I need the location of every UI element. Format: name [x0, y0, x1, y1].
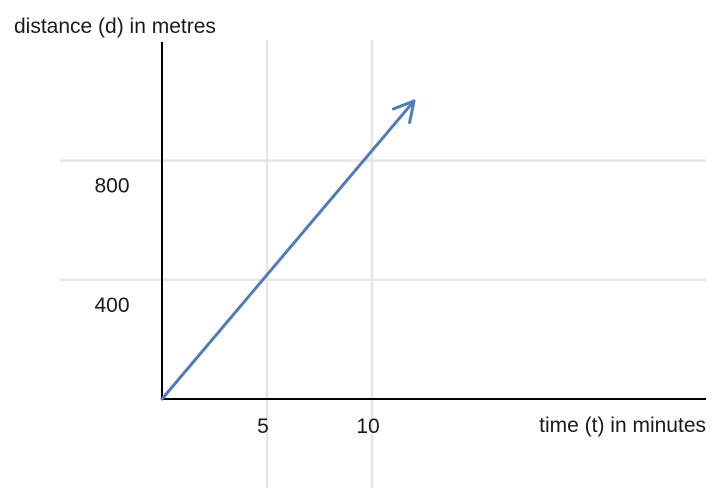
- series-line-0: [160, 99, 416, 401]
- y-tick-label-800: 800: [94, 175, 129, 198]
- tick-labels: 5 10 400 800: [94, 175, 379, 438]
- y-axis-label: distance (d) in metres: [14, 15, 216, 38]
- x-tick-label-5: 5: [257, 415, 269, 438]
- series-arrowhead-0: [391, 99, 416, 125]
- x-tick-label-10: 10: [356, 415, 379, 438]
- y-tick-label-400: 400: [94, 294, 129, 317]
- axes: [161, 42, 706, 400]
- grid-lines: [60, 40, 706, 488]
- series-layer: [160, 99, 416, 401]
- x-axis-label: time (t) in minutes: [539, 414, 706, 437]
